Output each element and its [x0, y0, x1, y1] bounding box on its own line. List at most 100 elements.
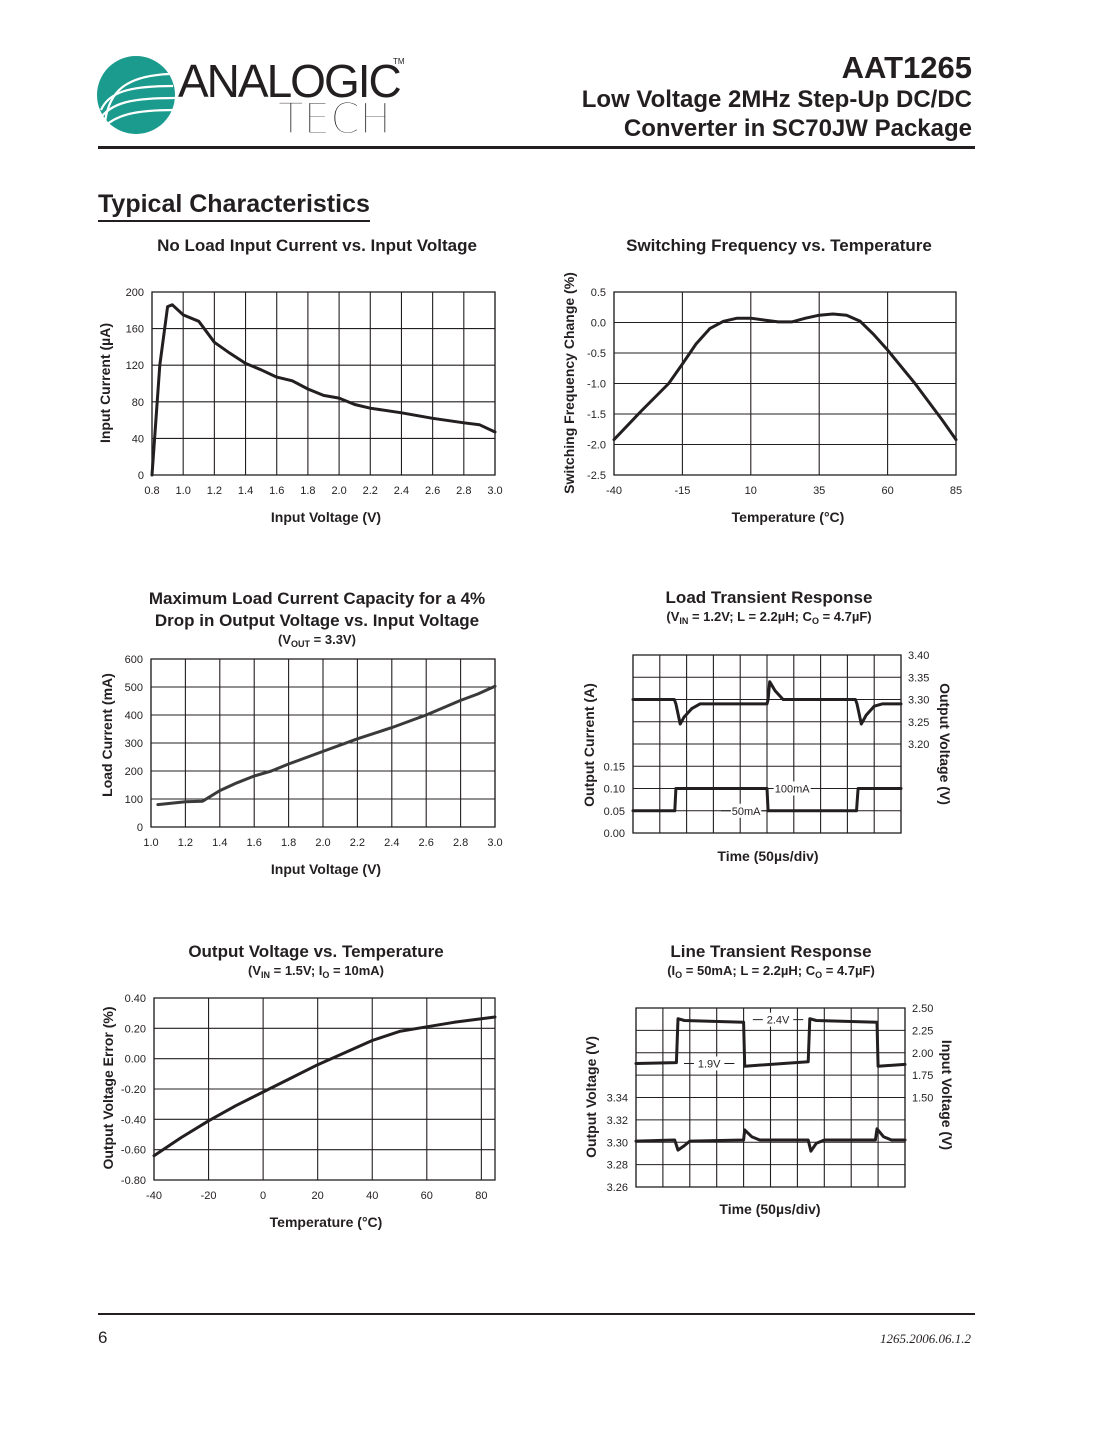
x-tick-label: 10 — [745, 485, 757, 497]
x-axis-label: Time (50µs/div) — [719, 1201, 820, 1217]
subtitle-text: (V — [248, 963, 261, 978]
y-right-tick-label: 2.00 — [912, 1048, 933, 1060]
x-tick-label: -40 — [606, 485, 622, 497]
x-tick-label: 0.8 — [144, 485, 159, 497]
y-tick-label: 160 — [126, 324, 144, 336]
doc-subtitle-line1: Low Voltage 2MHz Step-Up DC/DC — [581, 86, 972, 113]
y-right-tick-label: 3.40 — [908, 650, 929, 662]
y-tick-label: 500 — [125, 682, 143, 694]
y-tick-label: 120 — [126, 360, 144, 372]
subtitle-text: = 50mA; L = 2.2µH; C — [682, 963, 816, 978]
y-tick-label: 0.00 — [125, 1054, 146, 1066]
x-tick-label: 2.8 — [453, 837, 468, 849]
chart-subtitle: (IO = 50mA; L = 2.2µH; CO = 4.7µF) — [667, 963, 875, 980]
annotation-bg — [730, 803, 762, 818]
series-line-1 — [150, 303, 497, 477]
series-line-1 — [631, 680, 903, 726]
grid — [613, 291, 957, 476]
y-tick-label: -1.0 — [587, 379, 606, 391]
y-right-tick-label: 2.25 — [912, 1025, 933, 1037]
document-id: 1265.2006.06.1.2 — [880, 1331, 971, 1346]
y-right-tick-label: 1.50 — [912, 1093, 933, 1105]
y-tick-label: 0.00 — [604, 828, 625, 840]
subtitle-text: = 4.7µF) — [819, 609, 872, 624]
y-tick-label: 0 — [138, 470, 144, 482]
chart-title: No Load Input Current vs. Input Voltage — [157, 236, 477, 255]
annotation-label: 50mA — [732, 806, 761, 818]
x-tick-label: 60 — [421, 1190, 433, 1202]
subscript: IN — [679, 616, 688, 626]
y-tick-label: 100 — [125, 794, 143, 806]
y-tick-label: -0.40 — [121, 1114, 146, 1126]
series-line-1 — [612, 312, 958, 442]
y-axis-label: Input Current (µA) — [97, 323, 113, 443]
y-tick-label: 400 — [125, 710, 143, 722]
y-tick-label: 0.20 — [125, 1023, 146, 1035]
x-tick-label: 2.0 — [331, 485, 346, 497]
x-tick-label: -40 — [146, 1190, 162, 1202]
chart-title: Maximum Load Current Capacity for a 4% — [149, 589, 485, 608]
grid — [151, 291, 496, 476]
x-axis-label: Temperature (°C) — [732, 509, 845, 525]
chart-subtitle: (VIN = 1.2V; L = 2.2µH; CO = 4.7µF) — [666, 609, 871, 626]
analogictech-logo: ANALOGIC TECH TM — [97, 55, 405, 140]
y-tick-label: 200 — [125, 766, 143, 778]
y-axis-label: Switching Frequency Change (%) — [561, 272, 577, 494]
y-tick-label: 3.28 — [607, 1160, 628, 1172]
x-tick-label: 40 — [366, 1190, 378, 1202]
y-axis-label: Output Voltage (V) — [583, 1036, 599, 1158]
header-rule — [98, 146, 975, 149]
x-tick-label: 1.0 — [143, 837, 158, 849]
annotation-bg — [762, 1012, 794, 1027]
grid — [153, 997, 495, 1181]
x-tick-label: 0 — [260, 1190, 266, 1202]
footer-rule — [98, 1313, 975, 1315]
y-tick-label: 0.05 — [604, 806, 625, 818]
y-tick-label: -2.5 — [587, 470, 606, 482]
y-right-axis-label: Input Voltage (V) — [939, 1040, 955, 1150]
y-axis-label: Load Current (mA) — [99, 673, 115, 797]
chart-subtitle: (VIN = 1.5V; IO = 10mA) — [248, 963, 384, 980]
annotation-label: 2.4V — [767, 1015, 790, 1027]
x-tick-label: 80 — [475, 1190, 487, 1202]
y-right-tick-label: 3.35 — [908, 672, 929, 684]
subscript: O — [815, 970, 822, 980]
plot-frame — [151, 291, 496, 476]
y-tick-label: 3.32 — [607, 1115, 628, 1127]
y-right-tick-label: 3.30 — [908, 695, 929, 707]
y-axis-label: Output Voltage Error (%) — [100, 1006, 116, 1169]
x-tick-label: 1.8 — [281, 837, 296, 849]
y-tick-label: 0.5 — [591, 287, 606, 299]
x-tick-label: 1.8 — [300, 485, 315, 497]
chart-5: Output Voltage vs. Temperature (VIN = 1.5… — [100, 942, 497, 1230]
subtitle-text: = 4.7µF) — [822, 963, 875, 978]
x-tick-label: -20 — [201, 1190, 217, 1202]
annotation-label: 100mA — [775, 784, 811, 796]
annotation-label: 1.9V — [698, 1058, 721, 1070]
y-tick-label: 600 — [125, 654, 143, 666]
y-tick-label: -0.80 — [121, 1175, 146, 1187]
y-tick-label: 0.15 — [604, 761, 625, 773]
doc-subtitle-line2: Converter in SC70JW Package — [623, 115, 972, 142]
y-right-axis-label: Output Voltage (V) — [937, 683, 953, 805]
y-tick-label: 80 — [132, 397, 144, 409]
subscript: OUT — [291, 639, 311, 649]
x-tick-label: 1.0 — [176, 485, 191, 497]
x-tick-label: 1.6 — [247, 837, 262, 849]
y-tick-label: -2.0 — [587, 440, 606, 452]
series-line-2 — [631, 787, 903, 813]
plot-frame — [613, 291, 957, 476]
y-tick-label: 0 — [137, 822, 143, 834]
plot-frame — [153, 997, 496, 1181]
y-tick-label: -0.5 — [587, 348, 606, 360]
chart-title: Load Transient Response — [666, 588, 873, 607]
y-axis-label: Output Current (A) — [581, 683, 597, 807]
subtitle-text: = 1.2V; L = 2.2µH; C — [688, 609, 812, 624]
logo-trademark: TM — [393, 57, 405, 66]
series-line-2 — [634, 1127, 907, 1153]
series-line-1 — [156, 684, 497, 807]
chart-title: Line Transient Response — [670, 942, 871, 961]
y-right-tick-label: 1.75 — [912, 1070, 933, 1082]
x-tick-label: 85 — [950, 485, 962, 497]
series-line-1 — [634, 1017, 907, 1068]
